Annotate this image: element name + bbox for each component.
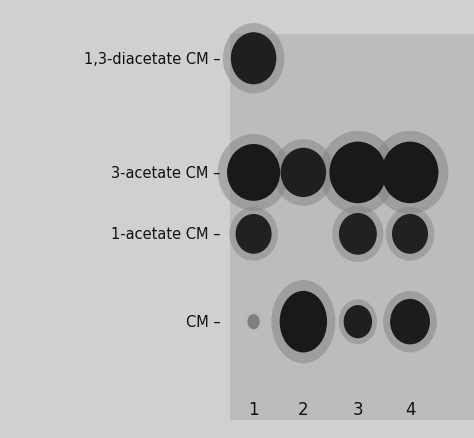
- Ellipse shape: [231, 33, 276, 85]
- Text: 2: 2: [298, 400, 309, 419]
- Text: 1-acetate CM –: 1-acetate CM –: [111, 227, 220, 242]
- Ellipse shape: [236, 215, 272, 254]
- Text: 1: 1: [248, 400, 259, 419]
- Ellipse shape: [332, 206, 383, 262]
- Ellipse shape: [319, 131, 396, 215]
- Text: 4: 4: [405, 400, 415, 419]
- Ellipse shape: [281, 148, 326, 198]
- Ellipse shape: [390, 299, 430, 345]
- Ellipse shape: [339, 213, 377, 255]
- Text: 3: 3: [353, 400, 363, 419]
- Bar: [230, 35, 474, 420]
- Ellipse shape: [392, 215, 428, 254]
- Text: CM –: CM –: [186, 314, 220, 329]
- Ellipse shape: [245, 312, 262, 332]
- Ellipse shape: [382, 142, 438, 204]
- Ellipse shape: [386, 208, 434, 261]
- Ellipse shape: [271, 280, 336, 364]
- Ellipse shape: [223, 24, 284, 94]
- Ellipse shape: [344, 305, 372, 339]
- Ellipse shape: [247, 314, 260, 329]
- Text: 1,3-diacetate CM –: 1,3-diacetate CM –: [84, 52, 220, 67]
- Ellipse shape: [329, 142, 386, 204]
- Ellipse shape: [372, 131, 448, 215]
- Ellipse shape: [229, 208, 278, 261]
- Ellipse shape: [338, 300, 377, 344]
- Ellipse shape: [273, 140, 334, 206]
- Ellipse shape: [227, 145, 280, 201]
- Ellipse shape: [218, 135, 290, 211]
- Ellipse shape: [383, 291, 437, 353]
- Text: 3-acetate CM –: 3-acetate CM –: [111, 166, 220, 180]
- Ellipse shape: [280, 291, 327, 353]
